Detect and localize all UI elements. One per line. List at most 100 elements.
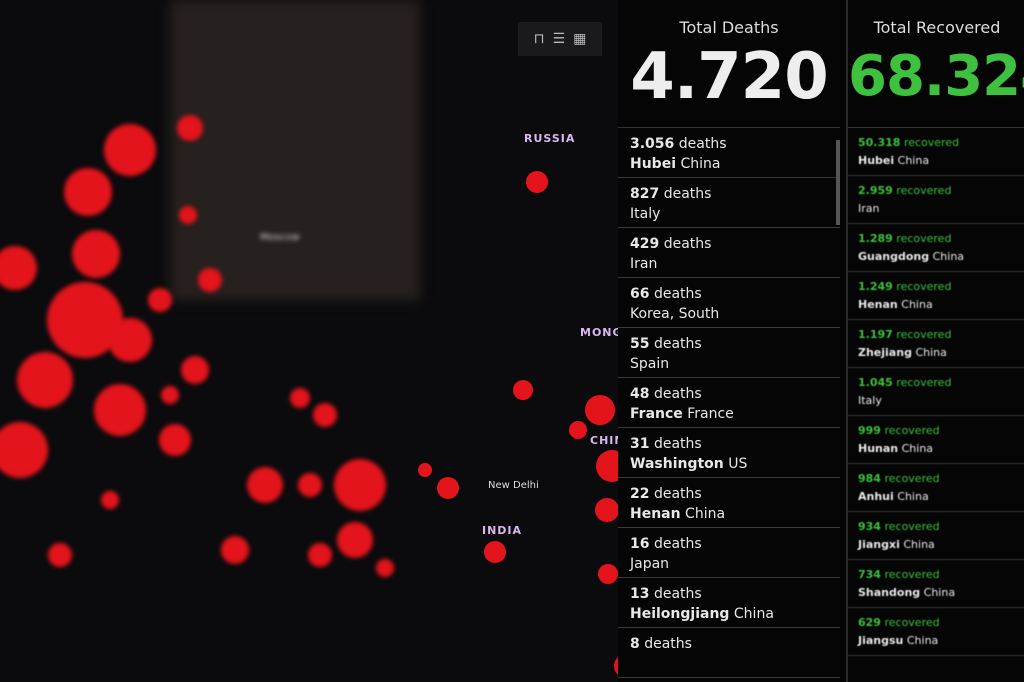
outbreak-dot[interactable] [298,473,322,497]
unit: recovered [884,520,940,533]
outbreak-dot[interactable] [48,543,72,567]
list-item[interactable]: 50.318 recovered Hubei China [848,128,1024,176]
country: China [923,586,956,599]
count-line: 8 deaths [630,634,840,654]
unit: recovered [896,232,952,245]
unit: recovered [884,424,940,437]
count-line: 629 recovered [858,614,1024,632]
outbreak-dot[interactable] [513,380,533,400]
outbreak-dot[interactable] [376,559,394,577]
outbreak-dot[interactable] [94,384,146,436]
count-line: 13 deaths [630,584,840,604]
list-item[interactable]: 16 deaths Japan [618,528,840,578]
list-item[interactable]: 55 deaths Spain [618,328,840,378]
outbreak-dot[interactable] [313,403,337,427]
deaths-scrollbar[interactable] [836,140,840,225]
list-item[interactable]: 1.289 recovered Guangdong China [848,224,1024,272]
outbreak-dot[interactable] [177,115,203,141]
outbreak-dot[interactable] [526,171,548,193]
outbreak-dot[interactable] [595,498,619,522]
outbreak-dot[interactable] [47,282,123,358]
location-line: Korea, South [630,304,840,324]
unit: recovered [896,328,952,341]
outbreak-dot[interactable] [418,463,432,477]
world-map[interactable]: RUSSIA MONGO CHINA INDIA New Delhi Mosco… [0,0,640,682]
list-item[interactable]: 1.249 recovered Henan China [848,272,1024,320]
count: 13 [630,586,650,602]
list-item[interactable]: 48 deaths France France [618,378,840,428]
map-label-new-delhi: New Delhi [488,480,539,491]
list-item[interactable]: 22 deaths Henan China [618,478,840,528]
outbreak-dot[interactable] [148,288,172,312]
outbreak-dot[interactable] [64,168,112,216]
list-item[interactable]: 934 recovered Jiangxi China [848,512,1024,560]
qr-grid-icon[interactable]: ▦ [573,31,587,47]
count: 827 [630,186,660,202]
list-item[interactable]: 31 deaths Washington US [618,428,840,478]
deaths-list[interactable]: 3.056 deaths Hubei China 827 deaths Italy 4… [618,127,840,678]
list-item[interactable]: 734 recovered Shandong China [848,560,1024,608]
country: US [728,456,748,472]
unit: deaths [653,536,702,552]
location-line: Henan China [630,504,840,524]
outbreak-dot[interactable] [0,422,48,478]
count-line: 1.197 recovered [858,326,1024,344]
recovered-total: 68.324 [848,44,1024,109]
outbreak-dot[interactable] [437,477,459,499]
location-line: Shandong China [858,584,1024,602]
list-item[interactable]: 999 recovered Hunan China [848,416,1024,464]
outbreak-dot[interactable] [585,395,615,425]
outbreak-dot[interactable] [108,318,152,362]
outbreak-dot[interactable] [72,230,120,278]
outbreak-dot[interactable] [484,541,506,563]
list-item[interactable]: 984 recovered Anhui China [848,464,1024,512]
outbreak-dot[interactable] [221,536,249,564]
country: China [897,154,930,167]
country: Italy [630,206,661,222]
outbreak-dot[interactable] [334,459,386,511]
bookmark-icon[interactable]: ⊓ [533,31,545,47]
location-line: Spain [630,354,840,374]
outbreak-dot[interactable] [161,386,179,404]
outbreak-dot[interactable] [308,543,332,567]
list-item[interactable]: 2.959 recovered Iran [848,176,1024,224]
location-line: Jiangxi China [858,536,1024,554]
map-label-russia: RUSSIA [524,132,576,145]
outbreak-dot[interactable] [101,491,119,509]
list-item[interactable]: 1.197 recovered Zhejiang China [848,320,1024,368]
list-item[interactable]: 429 deaths Iran [618,228,840,278]
outbreak-dot[interactable] [290,388,310,408]
outbreak-dot[interactable] [337,522,373,558]
location-line: Guangdong China [858,248,1024,266]
count-line: 984 recovered [858,470,1024,488]
list-item[interactable]: 13 deaths Heilongjiang China [618,578,840,628]
list-item[interactable]: 66 deaths Korea, South [618,278,840,328]
list-icon[interactable]: ☰ [552,31,566,47]
location-line: Iran [858,200,1024,218]
unit: deaths [678,136,727,152]
outbreak-dot[interactable] [179,206,197,224]
count: 429 [630,236,660,252]
list-item[interactable]: 629 recovered Jiangsu China [848,608,1024,656]
outbreak-dot[interactable] [247,467,283,503]
outbreak-dot[interactable] [598,564,618,584]
count-line: 50.318 recovered [858,134,1024,152]
list-item[interactable]: 3.056 deaths Hubei China [618,128,840,178]
list-item[interactable]: 1.045 recovered Italy [848,368,1024,416]
country: Iran [630,256,658,272]
outbreak-dot[interactable] [17,352,73,408]
list-item[interactable]: 827 deaths Italy [618,178,840,228]
count-line: 429 deaths [630,234,840,254]
outbreak-dot[interactable] [0,246,37,290]
outbreak-dot[interactable] [159,424,191,456]
country: Italy [858,394,882,407]
outbreak-dot[interactable] [181,356,209,384]
outbreak-dot[interactable] [569,421,587,439]
map-label-moscow: Moscow [260,232,300,243]
recovered-list[interactable]: 50.318 recovered Hubei China 2.959 recover… [848,127,1024,656]
list-item[interactable]: 8 deaths [618,628,840,678]
outbreak-dot[interactable] [198,268,222,292]
location-line: Heilongjiang China [630,604,840,624]
outbreak-dot[interactable] [104,124,156,176]
country: China [932,250,965,263]
